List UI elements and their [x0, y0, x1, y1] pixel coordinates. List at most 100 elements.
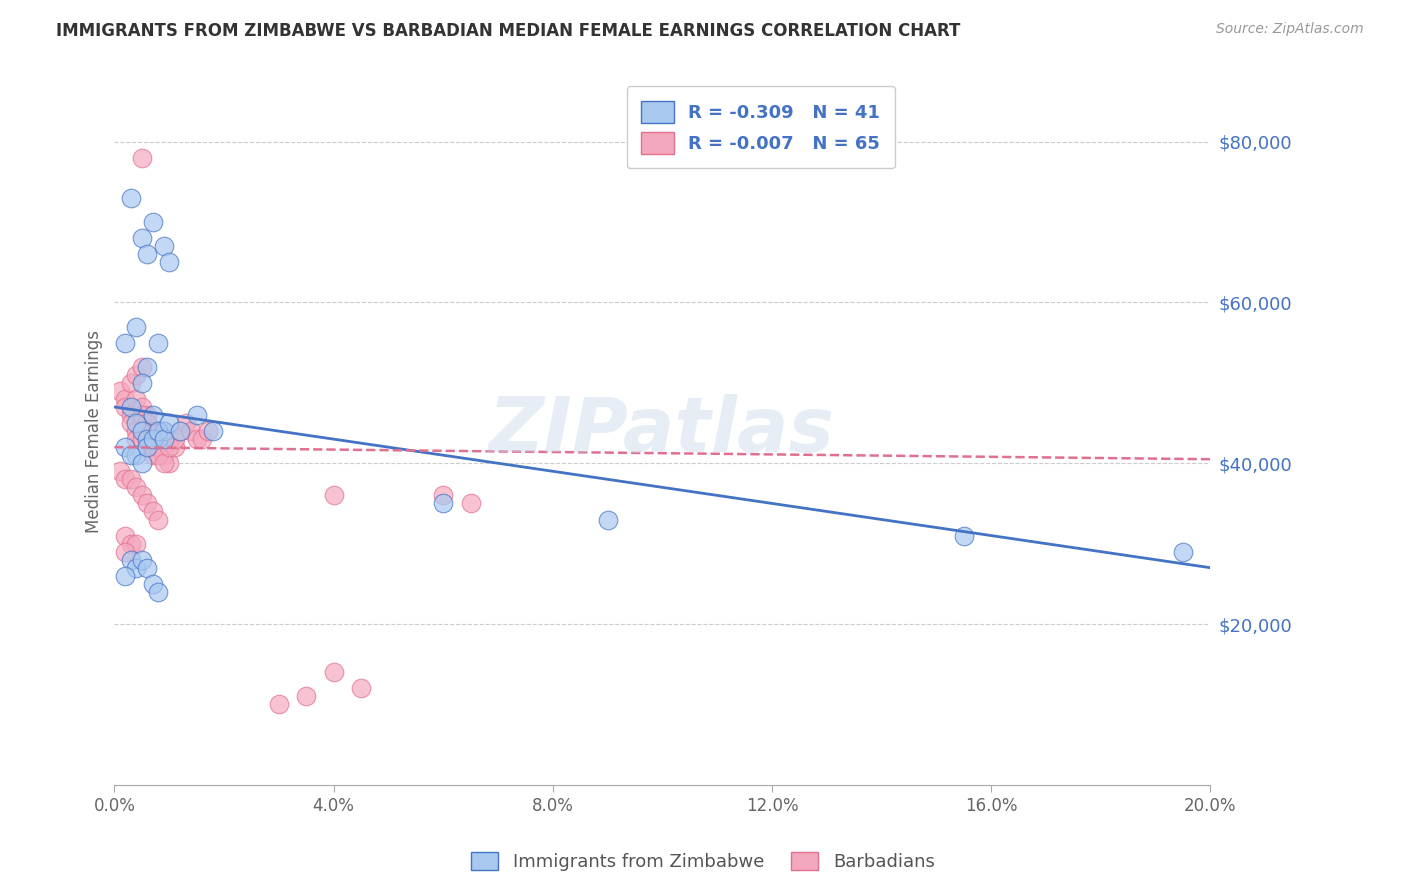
- Point: [142, 424, 165, 438]
- Point: [136, 440, 159, 454]
- Point: [125, 560, 148, 574]
- Point: [157, 440, 180, 454]
- Point: [142, 576, 165, 591]
- Point: [131, 432, 153, 446]
- Point: [108, 464, 131, 478]
- Point: [174, 416, 197, 430]
- Point: [120, 416, 142, 430]
- Point: [148, 432, 170, 446]
- Point: [460, 496, 482, 510]
- Point: [120, 552, 142, 566]
- Point: [169, 424, 191, 438]
- Point: [432, 488, 454, 502]
- Y-axis label: Median Female Earnings: Median Female Earnings: [86, 330, 103, 533]
- Point: [148, 335, 170, 350]
- Point: [114, 472, 136, 486]
- Point: [131, 552, 153, 566]
- Point: [114, 392, 136, 406]
- Point: [322, 488, 344, 502]
- Point: [125, 416, 148, 430]
- Point: [136, 416, 159, 430]
- Legend: Immigrants from Zimbabwe, Barbadians: Immigrants from Zimbabwe, Barbadians: [464, 845, 942, 879]
- Point: [148, 424, 170, 438]
- Point: [148, 440, 170, 454]
- Point: [114, 400, 136, 414]
- Point: [157, 432, 180, 446]
- Point: [142, 504, 165, 518]
- Point: [322, 665, 344, 680]
- Point: [131, 488, 153, 502]
- Point: [152, 456, 174, 470]
- Point: [186, 432, 208, 446]
- Point: [157, 255, 180, 269]
- Point: [125, 368, 148, 382]
- Point: [120, 448, 142, 462]
- Point: [125, 480, 148, 494]
- Point: [131, 400, 153, 414]
- Point: [136, 408, 159, 422]
- Point: [120, 536, 142, 550]
- Point: [120, 191, 142, 205]
- Point: [163, 432, 186, 446]
- Point: [131, 408, 153, 422]
- Point: [157, 456, 180, 470]
- Point: [125, 432, 148, 446]
- Point: [131, 376, 153, 390]
- Point: [596, 512, 619, 526]
- Point: [136, 496, 159, 510]
- Point: [191, 432, 214, 446]
- Point: [120, 408, 142, 422]
- Point: [136, 560, 159, 574]
- Point: [148, 432, 170, 446]
- Point: [350, 681, 373, 696]
- Point: [120, 376, 142, 390]
- Point: [131, 424, 153, 438]
- Point: [125, 536, 148, 550]
- Point: [148, 448, 170, 462]
- Point: [157, 416, 180, 430]
- Point: [148, 424, 170, 438]
- Point: [142, 432, 165, 446]
- Point: [152, 239, 174, 253]
- Point: [953, 528, 976, 542]
- Point: [125, 319, 148, 334]
- Point: [114, 440, 136, 454]
- Text: ZIPatlas: ZIPatlas: [489, 394, 835, 468]
- Point: [114, 544, 136, 558]
- Point: [114, 568, 136, 582]
- Point: [136, 247, 159, 261]
- Point: [136, 432, 159, 446]
- Point: [148, 424, 170, 438]
- Point: [136, 359, 159, 374]
- Point: [295, 690, 318, 704]
- Point: [120, 400, 142, 414]
- Point: [202, 424, 225, 438]
- Point: [120, 472, 142, 486]
- Point: [142, 440, 165, 454]
- Point: [180, 424, 202, 438]
- Point: [114, 335, 136, 350]
- Point: [152, 424, 174, 438]
- Point: [125, 392, 148, 406]
- Point: [136, 416, 159, 430]
- Point: [432, 496, 454, 510]
- Point: [163, 440, 186, 454]
- Point: [131, 359, 153, 374]
- Point: [131, 456, 153, 470]
- Point: [131, 424, 153, 438]
- Text: Source: ZipAtlas.com: Source: ZipAtlas.com: [1216, 22, 1364, 37]
- Point: [152, 440, 174, 454]
- Point: [148, 585, 170, 599]
- Point: [136, 432, 159, 446]
- Point: [152, 448, 174, 462]
- Point: [1171, 544, 1194, 558]
- Point: [142, 215, 165, 229]
- Point: [108, 384, 131, 398]
- Point: [131, 151, 153, 165]
- Point: [152, 432, 174, 446]
- Point: [186, 408, 208, 422]
- Point: [114, 528, 136, 542]
- Point: [142, 432, 165, 446]
- Legend: R = -0.309   N = 41, R = -0.007   N = 65: R = -0.309 N = 41, R = -0.007 N = 65: [627, 87, 894, 169]
- Point: [142, 448, 165, 462]
